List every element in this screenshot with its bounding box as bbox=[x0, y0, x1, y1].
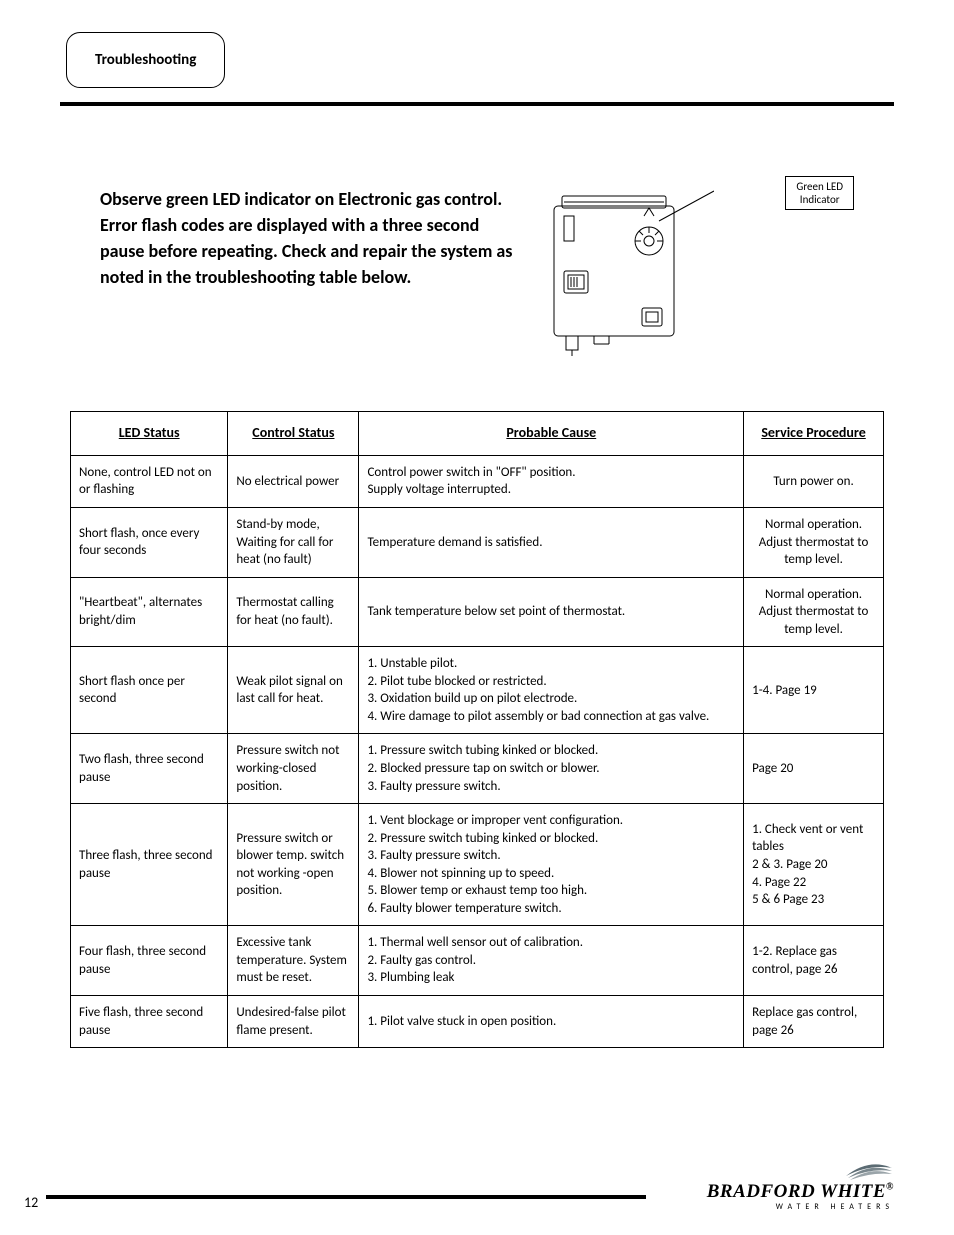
cell-control: Undesired-false pilot flame present. bbox=[228, 996, 359, 1048]
th-service: Service Procedure bbox=[744, 412, 884, 456]
cell-control: Stand-by mode, Waiting for call for heat… bbox=[228, 507, 359, 577]
cell-led: Two flash, three second pause bbox=[71, 734, 228, 804]
brand-swoosh-icon bbox=[707, 1156, 894, 1180]
cell-control: Pressure switch or blower temp. switch n… bbox=[228, 804, 359, 926]
cell-cause: 1. Pilot valve stuck in open position. bbox=[359, 996, 744, 1048]
table-row: Two flash, three second pausePressure sw… bbox=[71, 734, 884, 804]
troubleshooting-table: LED Status Control Status Probable Cause… bbox=[70, 411, 884, 1048]
cell-led: Five flash, three second pause bbox=[71, 996, 228, 1048]
table-row: Short flash once per secondWeak pilot si… bbox=[71, 647, 884, 734]
callout-line2: Indicator bbox=[796, 193, 843, 206]
diagram-container: Green LED Indicator bbox=[544, 186, 854, 361]
th-control: Control Status bbox=[228, 412, 359, 456]
cell-service: Replace gas control, page 26 bbox=[744, 996, 884, 1048]
table-row: Three flash, three second pausePressure … bbox=[71, 804, 884, 926]
section-tab: Troubleshooting bbox=[66, 32, 225, 88]
cell-service: 1. Check vent or vent tables 2 & 3. Page… bbox=[744, 804, 884, 926]
th-led: LED Status bbox=[71, 412, 228, 456]
cell-service: Turn power on. bbox=[744, 455, 884, 507]
footer-rule bbox=[46, 1195, 646, 1199]
cell-control: Thermostat calling for heat (no fault). bbox=[228, 577, 359, 647]
table-row: None, control LED not on or flashingNo e… bbox=[71, 455, 884, 507]
brand-name: BRADFORD WHITE® bbox=[707, 1182, 894, 1201]
th-cause: Probable Cause bbox=[359, 412, 744, 456]
table-row: Short flash, once every four secondsStan… bbox=[71, 507, 884, 577]
cell-cause: 1. Thermal well sensor out of calibratio… bbox=[359, 926, 744, 996]
table-row: "Heartbeat", alternates bright/dimThermo… bbox=[71, 577, 884, 647]
cell-control: Excessive tank temperature. System must … bbox=[228, 926, 359, 996]
cell-cause: 1. Pressure switch tubing kinked or bloc… bbox=[359, 734, 744, 804]
cell-service: Normal operation. Adjust thermostat to t… bbox=[744, 577, 884, 647]
cell-service: Page 20 bbox=[744, 734, 884, 804]
cell-service: Normal operation. Adjust thermostat to t… bbox=[744, 507, 884, 577]
table-row: Four flash, three second pauseExcessive … bbox=[71, 926, 884, 996]
table-header-row: LED Status Control Status Probable Cause… bbox=[71, 412, 884, 456]
cell-cause: 1. Vent blockage or improper vent config… bbox=[359, 804, 744, 926]
cell-cause: 1. Unstable pilot. 2. Pilot tube blocked… bbox=[359, 647, 744, 734]
cell-led: None, control LED not on or flashing bbox=[71, 455, 228, 507]
cell-led: Four flash, three second pause bbox=[71, 926, 228, 996]
callout-line1: Green LED bbox=[796, 180, 843, 193]
page-number: 12 bbox=[24, 1194, 38, 1211]
header-rule bbox=[60, 102, 894, 106]
cell-control: No electrical power bbox=[228, 455, 359, 507]
gas-control-diagram bbox=[544, 186, 714, 356]
cell-led: Short flash once per second bbox=[71, 647, 228, 734]
cell-led: Short flash, once every four seconds bbox=[71, 507, 228, 577]
page-footer: 12 BRADFORD WHITE® WATER HEATERS bbox=[24, 1156, 894, 1211]
table-row: Five flash, three second pauseUndesired-… bbox=[71, 996, 884, 1048]
cell-service: 1-2. Replace gas control, page 26 bbox=[744, 926, 884, 996]
brand-logo: BRADFORD WHITE® WATER HEATERS bbox=[707, 1156, 894, 1211]
intro-paragraph: Observe green LED indicator on Electroni… bbox=[100, 186, 514, 290]
cell-led: Three flash, three second pause bbox=[71, 804, 228, 926]
cell-cause: Temperature demand is satisfied. bbox=[359, 507, 744, 577]
cell-cause: Control power switch in "OFF" position. … bbox=[359, 455, 744, 507]
brand-tagline: WATER HEATERS bbox=[707, 1203, 894, 1211]
cell-control: Pressure switch not working-closed posit… bbox=[228, 734, 359, 804]
cell-led: "Heartbeat", alternates bright/dim bbox=[71, 577, 228, 647]
led-callout: Green LED Indicator bbox=[785, 176, 854, 210]
cell-control: Weak pilot signal on last call for heat. bbox=[228, 647, 359, 734]
cell-service: 1-4. Page 19 bbox=[744, 647, 884, 734]
cell-cause: Tank temperature below set point of ther… bbox=[359, 577, 744, 647]
